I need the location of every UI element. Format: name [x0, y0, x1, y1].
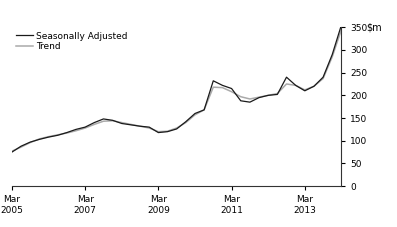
- Seasonally Adjusted: [165, 130, 170, 133]
- Seasonally Adjusted: [238, 99, 243, 102]
- Y-axis label: $m: $m: [366, 22, 382, 32]
- Trend: [101, 120, 106, 123]
- Trend: [211, 86, 216, 89]
- Seasonally Adjusted: [92, 121, 97, 124]
- Trend: [83, 127, 87, 129]
- Trend: [73, 129, 78, 132]
- Seasonally Adjusted: [37, 138, 42, 141]
- Trend: [202, 109, 206, 111]
- Seasonally Adjusted: [55, 134, 60, 137]
- Seasonally Adjusted: [83, 126, 87, 128]
- Seasonally Adjusted: [174, 128, 179, 130]
- Trend: [284, 83, 289, 85]
- Trend: [220, 86, 225, 89]
- Seasonally Adjusted: [266, 94, 271, 97]
- Seasonally Adjusted: [28, 141, 33, 143]
- Seasonally Adjusted: [73, 128, 78, 131]
- Trend: [275, 92, 280, 95]
- Seasonally Adjusted: [156, 131, 161, 134]
- Trend: [183, 121, 188, 124]
- Seasonally Adjusted: [339, 24, 344, 26]
- Seasonally Adjusted: [101, 118, 106, 120]
- Line: Seasonally Adjusted: Seasonally Adjusted: [12, 25, 341, 152]
- Trend: [303, 89, 307, 91]
- Seasonally Adjusted: [275, 93, 280, 96]
- Trend: [28, 141, 33, 144]
- Seasonally Adjusted: [138, 125, 143, 128]
- Trend: [55, 133, 60, 136]
- Seasonally Adjusted: [220, 84, 225, 87]
- Seasonally Adjusted: [211, 79, 216, 82]
- Legend: Seasonally Adjusted, Trend: Seasonally Adjusted, Trend: [16, 32, 128, 51]
- Trend: [238, 95, 243, 98]
- Trend: [19, 146, 23, 148]
- Trend: [64, 132, 69, 134]
- Trend: [330, 55, 335, 58]
- Trend: [321, 77, 326, 80]
- Seasonally Adjusted: [183, 120, 188, 123]
- Trend: [46, 135, 51, 138]
- Trend: [138, 125, 143, 128]
- Seasonally Adjusted: [147, 126, 152, 128]
- Seasonally Adjusted: [10, 151, 14, 153]
- Trend: [312, 85, 316, 88]
- Trend: [229, 90, 234, 93]
- Trend: [293, 84, 298, 87]
- Seasonally Adjusted: [293, 84, 298, 87]
- Seasonally Adjusted: [330, 53, 335, 56]
- Seasonally Adjusted: [193, 112, 197, 115]
- Seasonally Adjusted: [110, 119, 115, 122]
- Trend: [266, 94, 271, 97]
- Seasonally Adjusted: [64, 131, 69, 134]
- Seasonally Adjusted: [129, 123, 133, 126]
- Trend: [156, 130, 161, 133]
- Trend: [37, 138, 42, 140]
- Seasonally Adjusted: [284, 76, 289, 79]
- Trend: [92, 123, 97, 126]
- Seasonally Adjusted: [303, 89, 307, 92]
- Trend: [339, 28, 344, 31]
- Trend: [129, 123, 133, 126]
- Seasonally Adjusted: [312, 85, 316, 88]
- Trend: [10, 150, 14, 153]
- Seasonally Adjusted: [257, 96, 262, 99]
- Seasonally Adjusted: [46, 136, 51, 138]
- Trend: [193, 114, 197, 116]
- Seasonally Adjusted: [321, 76, 326, 79]
- Line: Trend: Trend: [12, 30, 341, 151]
- Trend: [110, 119, 115, 122]
- Trend: [247, 98, 252, 100]
- Trend: [174, 127, 179, 129]
- Trend: [257, 96, 262, 99]
- Seasonally Adjusted: [19, 145, 23, 148]
- Seasonally Adjusted: [229, 87, 234, 90]
- Trend: [119, 121, 124, 124]
- Trend: [147, 127, 152, 129]
- Seasonally Adjusted: [247, 101, 252, 104]
- Trend: [165, 130, 170, 133]
- Seasonally Adjusted: [202, 109, 206, 111]
- Seasonally Adjusted: [119, 122, 124, 125]
